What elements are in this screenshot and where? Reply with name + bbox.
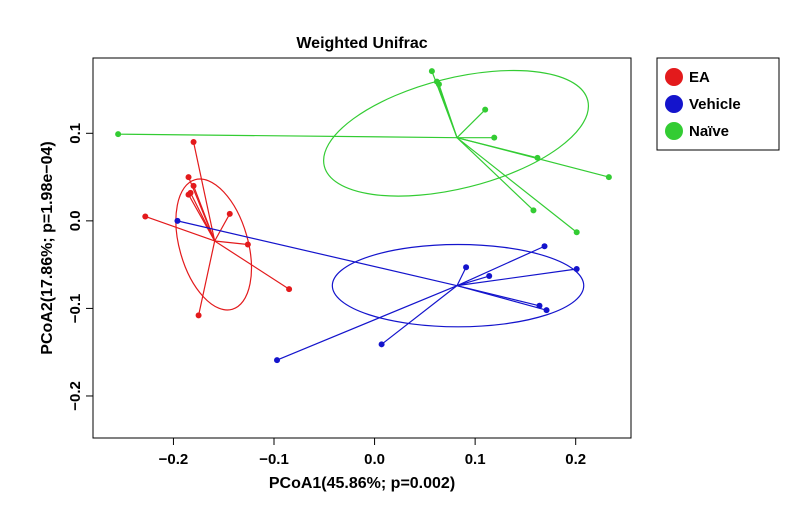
y-tick-label-0: −0.2 [67, 381, 84, 411]
point-series-2-5 [491, 134, 498, 141]
legend-label-2: Naïve [689, 123, 729, 140]
spoke-series-2-3 [438, 84, 458, 138]
x-tick-label-1: −0.1 [259, 451, 289, 468]
point-series-0-1 [185, 174, 192, 181]
point-series-1-3 [463, 264, 470, 271]
point-series-2-8 [530, 207, 537, 214]
spoke-series-1-2 [381, 285, 458, 345]
legend-label-1: Vehicle [689, 96, 741, 113]
spoke-series-1-6 [456, 268, 577, 287]
spoke-series-0-6 [214, 213, 231, 242]
point-series-1-8 [543, 307, 550, 314]
point-series-2-1 [428, 68, 435, 75]
legend-marker-0 [665, 68, 683, 86]
point-series-0-8 [195, 312, 202, 319]
ellipse-series-0 [175, 178, 253, 311]
ellipse-series-1 [331, 243, 585, 328]
spoke-series-1-4 [456, 275, 490, 287]
point-series-1-4 [486, 273, 493, 280]
point-series-1-1 [274, 357, 281, 364]
plot-frame [92, 57, 632, 439]
spoke-layer [118, 70, 610, 361]
point-layer [115, 68, 612, 364]
point-series-2-7 [605, 174, 612, 181]
spoke-series-2-9 [456, 137, 578, 233]
legend-items: EA Vehicle Naïve [665, 68, 741, 140]
y-tick-label-3: 0.1 [67, 123, 84, 144]
point-series-0-5 [142, 213, 149, 220]
legend: EA Vehicle Naïve [656, 57, 780, 151]
point-series-0-6 [226, 210, 233, 217]
legend-marker-2 [665, 122, 683, 140]
spoke-series-2-4 [456, 109, 486, 139]
point-series-0-0 [190, 139, 197, 146]
point-series-1-6 [573, 266, 580, 273]
point-series-2-4 [482, 106, 489, 113]
point-series-0-4 [185, 191, 192, 198]
legend-marker-1 [665, 95, 683, 113]
x-tick-label-4: 0.2 [565, 451, 586, 468]
spoke-series-1-3 [456, 266, 467, 286]
x-tick-label-3: 0.1 [465, 451, 486, 468]
point-series-1-7 [536, 302, 543, 309]
point-series-1-0 [174, 217, 181, 224]
spoke-series-0-8 [198, 240, 216, 316]
y-tick-label-2: 0.0 [67, 210, 84, 231]
point-series-1-5 [541, 243, 548, 250]
spoke-series-0-5 [145, 215, 215, 242]
point-series-2-3 [435, 81, 442, 88]
y-tick-label-1: −0.1 [67, 294, 84, 324]
point-series-2-6 [534, 154, 541, 161]
spoke-series-1-5 [456, 245, 545, 287]
point-series-2-9 [573, 229, 580, 236]
x-tick-label-0: −0.2 [159, 451, 189, 468]
chart-title: Weighted Unifrac [296, 35, 427, 52]
y-axis: −0.2 −0.1 0.0 0.1 [67, 123, 94, 411]
x-axis: −0.2 −0.1 0.0 0.1 0.2 [159, 437, 586, 468]
x-tick-label-2: 0.0 [364, 451, 385, 468]
ellipse-series-2 [323, 69, 590, 197]
spoke-series-0-9 [214, 240, 290, 290]
spoke-series-2-8 [456, 137, 534, 211]
spoke-series-0-7 [214, 240, 248, 246]
spoke-series-1-1 [276, 285, 458, 361]
spoke-series-1-8 [456, 285, 547, 311]
spoke-series-2-7 [456, 137, 610, 178]
spoke-series-0-0 [192, 141, 216, 242]
point-series-0-7 [244, 241, 251, 248]
spoke-series-0-2 [193, 185, 216, 242]
point-series-0-9 [286, 286, 293, 293]
spoke-series-2-0 [118, 133, 458, 139]
point-series-0-2 [190, 182, 197, 189]
y-axis-label: PCoA2(17.86%; p=1.98e−04) [39, 141, 56, 354]
point-series-1-2 [378, 341, 385, 348]
spoke-series-1-0 [177, 220, 458, 287]
ellipse-layer [175, 69, 590, 328]
x-axis-label: PCoA1(45.86%; p=0.002) [269, 475, 455, 492]
spoke-series-0-4 [188, 194, 216, 242]
legend-label-0: EA [689, 69, 710, 86]
point-series-2-0 [115, 131, 122, 138]
